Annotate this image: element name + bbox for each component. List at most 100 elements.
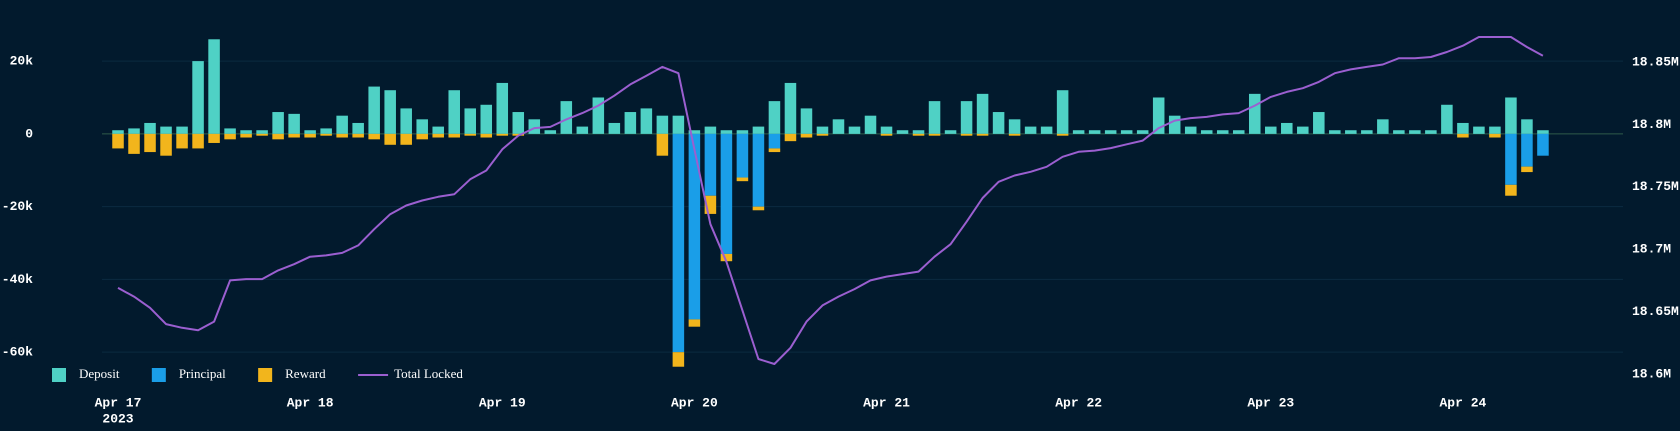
bar [896, 130, 909, 134]
bar [336, 133, 348, 138]
bar [128, 128, 140, 134]
bar [1489, 126, 1501, 134]
bar [832, 119, 845, 134]
bar [304, 133, 316, 138]
y2-tick-label: 18.65M [1632, 304, 1679, 319]
bar [400, 133, 412, 145]
legend-label: Principal [179, 366, 226, 381]
bar [176, 126, 188, 134]
bar [448, 90, 460, 134]
y2-tick-label: 18.6M [1632, 366, 1671, 381]
bar [208, 133, 220, 143]
bar [544, 130, 557, 134]
bar [1152, 97, 1165, 134]
bar [1088, 130, 1101, 134]
y-tick-label: -60k [2, 345, 33, 360]
bar [384, 133, 396, 145]
x-year-label: 2023 [102, 411, 133, 426]
bar [608, 122, 621, 134]
bar [240, 133, 252, 138]
bar [512, 112, 525, 134]
bar [688, 319, 701, 327]
bar [1120, 130, 1133, 134]
bar [944, 130, 957, 134]
bar [448, 133, 460, 138]
bar [112, 130, 124, 134]
y-tick-label: 20k [10, 54, 34, 69]
bar [1521, 166, 1533, 173]
legend-label: Deposit [79, 366, 120, 381]
bar [848, 126, 861, 134]
bar [1008, 133, 1021, 136]
y2-tick-label: 18.8M [1632, 117, 1671, 132]
bar [224, 133, 236, 140]
bar [1200, 130, 1213, 134]
y2-tick-label: 18.85M [1632, 54, 1679, 69]
bar [1505, 97, 1517, 134]
bar [288, 113, 300, 134]
bar [720, 130, 733, 134]
x-tick-label: Apr 22 [1055, 395, 1102, 410]
bar [416, 133, 428, 140]
bar [1040, 126, 1053, 134]
bar [592, 97, 605, 134]
bar [1329, 130, 1341, 134]
bar [464, 108, 477, 134]
bar [1056, 133, 1069, 136]
lines [117, 36, 1544, 365]
bar [784, 133, 797, 142]
bar [1521, 133, 1533, 167]
bar [912, 130, 925, 134]
bar [320, 128, 332, 134]
bar [1457, 133, 1469, 138]
x-tick-label: Apr 20 [671, 395, 718, 410]
bar [976, 93, 989, 134]
bar [784, 82, 797, 134]
bar [352, 122, 364, 134]
bar [1393, 130, 1405, 134]
bar [256, 130, 268, 134]
bar [1297, 126, 1309, 134]
legend-swatch [151, 368, 166, 382]
bar [304, 130, 316, 134]
x-tick-label: Apr 19 [479, 395, 526, 410]
bar [960, 101, 973, 134]
bar [528, 119, 541, 134]
bar [128, 133, 140, 154]
bar [768, 148, 781, 153]
bar [800, 108, 813, 134]
line [117, 36, 1544, 365]
bar [1265, 126, 1277, 134]
bar [864, 115, 877, 134]
bar [704, 133, 717, 196]
bar [1505, 184, 1517, 196]
bar [1441, 104, 1453, 134]
bar [1248, 93, 1261, 134]
bar [752, 133, 765, 207]
bar [624, 112, 637, 134]
bar [368, 133, 380, 140]
bar [992, 112, 1005, 134]
legend-label: Total Locked [394, 366, 463, 381]
bar [208, 39, 220, 134]
bar [400, 108, 412, 134]
bar [672, 133, 685, 353]
bar [1232, 130, 1245, 134]
bar [816, 126, 829, 134]
bar [576, 126, 589, 134]
bar [1505, 133, 1517, 185]
bar [416, 119, 428, 134]
bar [384, 90, 396, 134]
bar [720, 133, 733, 254]
legend-label: Reward [285, 366, 326, 381]
bar [768, 133, 781, 149]
bar [816, 133, 829, 136]
bar [656, 115, 669, 134]
bar [880, 133, 893, 136]
bar [1184, 126, 1197, 134]
bar [432, 133, 444, 138]
bar [912, 133, 925, 136]
bar [320, 133, 332, 136]
bar [880, 126, 893, 134]
